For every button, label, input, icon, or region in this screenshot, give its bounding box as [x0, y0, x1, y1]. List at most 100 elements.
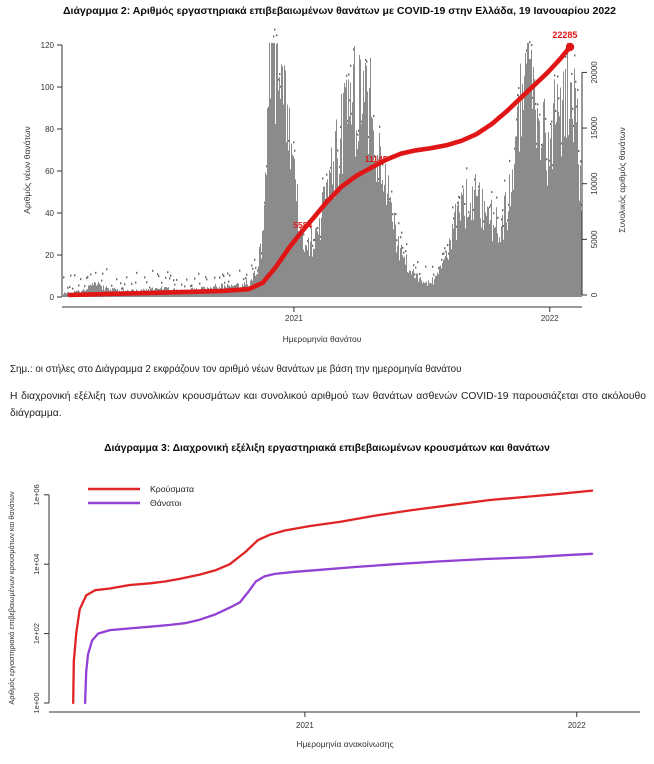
bar	[362, 113, 363, 297]
bar	[490, 220, 491, 297]
bar	[425, 282, 426, 297]
bar	[283, 104, 284, 297]
bar-value-speck	[447, 243, 449, 246]
bar-value-speck	[483, 220, 485, 223]
bar-value-speck	[541, 143, 543, 146]
bar	[547, 185, 548, 297]
bar	[423, 281, 424, 297]
bar	[241, 288, 242, 297]
bar	[477, 196, 478, 297]
bar-value-speck	[126, 276, 128, 279]
bar	[530, 59, 531, 297]
bar-value-speck	[176, 278, 178, 281]
bar	[93, 285, 94, 297]
bar-value-speck	[314, 238, 316, 241]
bar	[409, 270, 410, 297]
bar	[262, 231, 263, 297]
bar	[413, 269, 414, 297]
bar	[99, 283, 100, 297]
bar	[317, 231, 318, 297]
bar	[414, 277, 415, 297]
cumulative-annotation: 11145	[365, 154, 388, 164]
bar	[337, 158, 338, 297]
cumulative-annotation: 5584	[293, 220, 312, 230]
bar	[195, 291, 196, 297]
bar-value-speck	[224, 281, 226, 284]
bar-value-speck	[490, 204, 492, 207]
legend	[88, 487, 140, 505]
bar-value-speck	[361, 120, 363, 123]
bar-value-speck	[398, 222, 400, 225]
yleft-tick-label: 40	[45, 209, 54, 218]
bar-value-speck	[438, 267, 440, 270]
bar-value-speck	[526, 49, 528, 52]
bar	[570, 82, 571, 298]
bar	[308, 237, 309, 297]
bar	[330, 172, 331, 297]
bar	[371, 116, 372, 298]
bar	[319, 218, 320, 297]
bar-value-speck	[255, 266, 257, 269]
bar	[495, 226, 496, 297]
bar	[323, 186, 324, 297]
bar	[271, 42, 272, 298]
bar-value-speck	[317, 226, 319, 229]
bar	[563, 71, 564, 297]
bar	[299, 231, 300, 297]
bar	[457, 205, 458, 297]
bar-value-speck	[167, 271, 169, 274]
bar	[394, 212, 395, 297]
bar-value-speck	[87, 275, 89, 278]
bar	[89, 285, 90, 297]
bar	[469, 213, 470, 297]
bar-value-speck	[219, 276, 221, 279]
bar-value-speck	[194, 277, 196, 280]
bar	[307, 250, 308, 297]
bar	[421, 280, 422, 297]
bar-value-speck	[63, 276, 65, 279]
bar	[266, 174, 267, 297]
bar-value-speck	[346, 74, 348, 77]
bar-value-speck	[349, 99, 351, 102]
bar	[571, 82, 572, 297]
bar-value-speck	[575, 80, 577, 83]
bar	[287, 104, 288, 297]
bar	[454, 212, 455, 297]
bar	[335, 131, 336, 297]
bar	[329, 169, 330, 297]
bar	[248, 286, 249, 297]
bar	[518, 94, 519, 298]
bar-value-speck	[161, 281, 163, 284]
bar	[309, 256, 310, 297]
bar-value-speck	[443, 252, 445, 255]
bar	[360, 59, 361, 298]
bar	[95, 282, 96, 297]
bar	[383, 191, 384, 297]
bar	[327, 179, 328, 297]
bar-value-speck	[278, 78, 280, 81]
bar-value-speck	[266, 165, 268, 168]
bar-value-speck	[246, 273, 248, 276]
yleft-tick-label: 20	[45, 251, 54, 260]
bar	[386, 204, 387, 297]
bar	[449, 238, 450, 297]
bar	[348, 79, 349, 297]
bar	[422, 283, 423, 297]
bar-value-speck	[214, 276, 216, 279]
bar	[278, 90, 279, 297]
bar	[468, 216, 469, 297]
bar	[367, 91, 368, 297]
bar-value-speck	[400, 236, 402, 239]
bar-value-speck	[144, 276, 146, 279]
bar-value-speck	[313, 239, 315, 242]
bar-value-speck	[310, 226, 312, 229]
bar	[403, 257, 404, 297]
bar-value-speck	[358, 129, 360, 132]
bar-value-speck	[136, 271, 138, 274]
bar-value-speck	[294, 149, 296, 152]
bar	[301, 233, 302, 297]
bar	[408, 272, 409, 297]
line-end-dot	[565, 42, 575, 52]
bar-value-speck	[497, 216, 499, 219]
bar	[434, 279, 435, 297]
